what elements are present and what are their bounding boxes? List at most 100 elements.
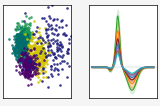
Point [30, 74, 32, 75]
Point [50, 39, 53, 41]
Point [20, 38, 23, 40]
Point [17, 35, 20, 36]
Point [23, 36, 26, 37]
Point [33, 60, 36, 62]
Point [24, 76, 26, 78]
Point [45, 35, 48, 37]
Point [34, 59, 36, 61]
Point [37, 62, 40, 64]
Point [19, 47, 21, 48]
Point [20, 51, 23, 53]
Point [65, 35, 67, 36]
Point [25, 56, 28, 57]
Point [17, 34, 20, 36]
Point [24, 73, 27, 75]
Point [13, 42, 16, 43]
Point [55, 24, 58, 26]
Point [39, 49, 41, 50]
Point [21, 51, 24, 53]
Point [57, 49, 59, 50]
Point [40, 54, 43, 55]
Point [38, 36, 41, 37]
Point [11, 46, 14, 48]
Point [26, 52, 29, 54]
Point [19, 56, 21, 58]
Point [23, 50, 25, 52]
Point [32, 66, 35, 68]
Point [58, 47, 61, 48]
Point [27, 69, 30, 71]
Point [36, 48, 39, 50]
Point [16, 51, 19, 52]
Point [20, 33, 22, 34]
Point [41, 56, 43, 58]
Point [34, 47, 36, 49]
Point [40, 42, 42, 44]
Point [37, 45, 40, 47]
Point [64, 34, 66, 35]
Point [23, 65, 25, 67]
Point [18, 55, 20, 57]
Point [20, 48, 23, 50]
Point [28, 62, 31, 64]
Point [28, 52, 30, 53]
Point [26, 45, 29, 47]
Point [17, 51, 19, 53]
Point [56, 68, 58, 70]
Point [43, 50, 45, 52]
Point [20, 36, 23, 38]
Point [21, 55, 23, 57]
Point [33, 60, 35, 61]
Point [20, 59, 22, 61]
Point [22, 40, 25, 42]
Point [21, 29, 23, 31]
Point [24, 27, 27, 28]
Point [25, 31, 28, 33]
Point [23, 49, 26, 51]
Point [22, 53, 25, 55]
Point [13, 48, 16, 49]
Point [28, 69, 30, 71]
Point [18, 65, 21, 67]
Point [67, 38, 70, 40]
Point [27, 71, 30, 73]
Point [22, 33, 24, 35]
Point [58, 44, 60, 46]
Point [26, 33, 28, 34]
Point [45, 55, 48, 57]
Point [24, 58, 27, 60]
Point [54, 56, 57, 58]
Point [39, 35, 41, 36]
Point [40, 65, 42, 67]
Point [40, 45, 43, 47]
Point [37, 56, 40, 58]
Point [22, 42, 24, 44]
Point [24, 39, 26, 41]
Point [14, 44, 17, 46]
Point [14, 51, 17, 53]
Point [30, 49, 32, 51]
Point [21, 25, 24, 27]
Point [29, 32, 32, 34]
Point [24, 48, 27, 50]
Point [17, 43, 20, 45]
Point [47, 34, 50, 36]
Point [35, 30, 38, 32]
Point [20, 49, 23, 51]
Point [17, 56, 20, 57]
Point [56, 47, 59, 48]
Point [38, 52, 40, 53]
Point [19, 26, 21, 28]
Point [32, 65, 34, 67]
Point [29, 44, 31, 46]
Point [27, 68, 29, 69]
Point [37, 62, 39, 64]
Point [24, 48, 26, 49]
Point [31, 66, 33, 68]
Point [17, 54, 20, 55]
Point [28, 58, 30, 59]
Point [21, 41, 24, 42]
Point [22, 33, 25, 34]
Point [23, 43, 26, 44]
Point [24, 58, 27, 59]
